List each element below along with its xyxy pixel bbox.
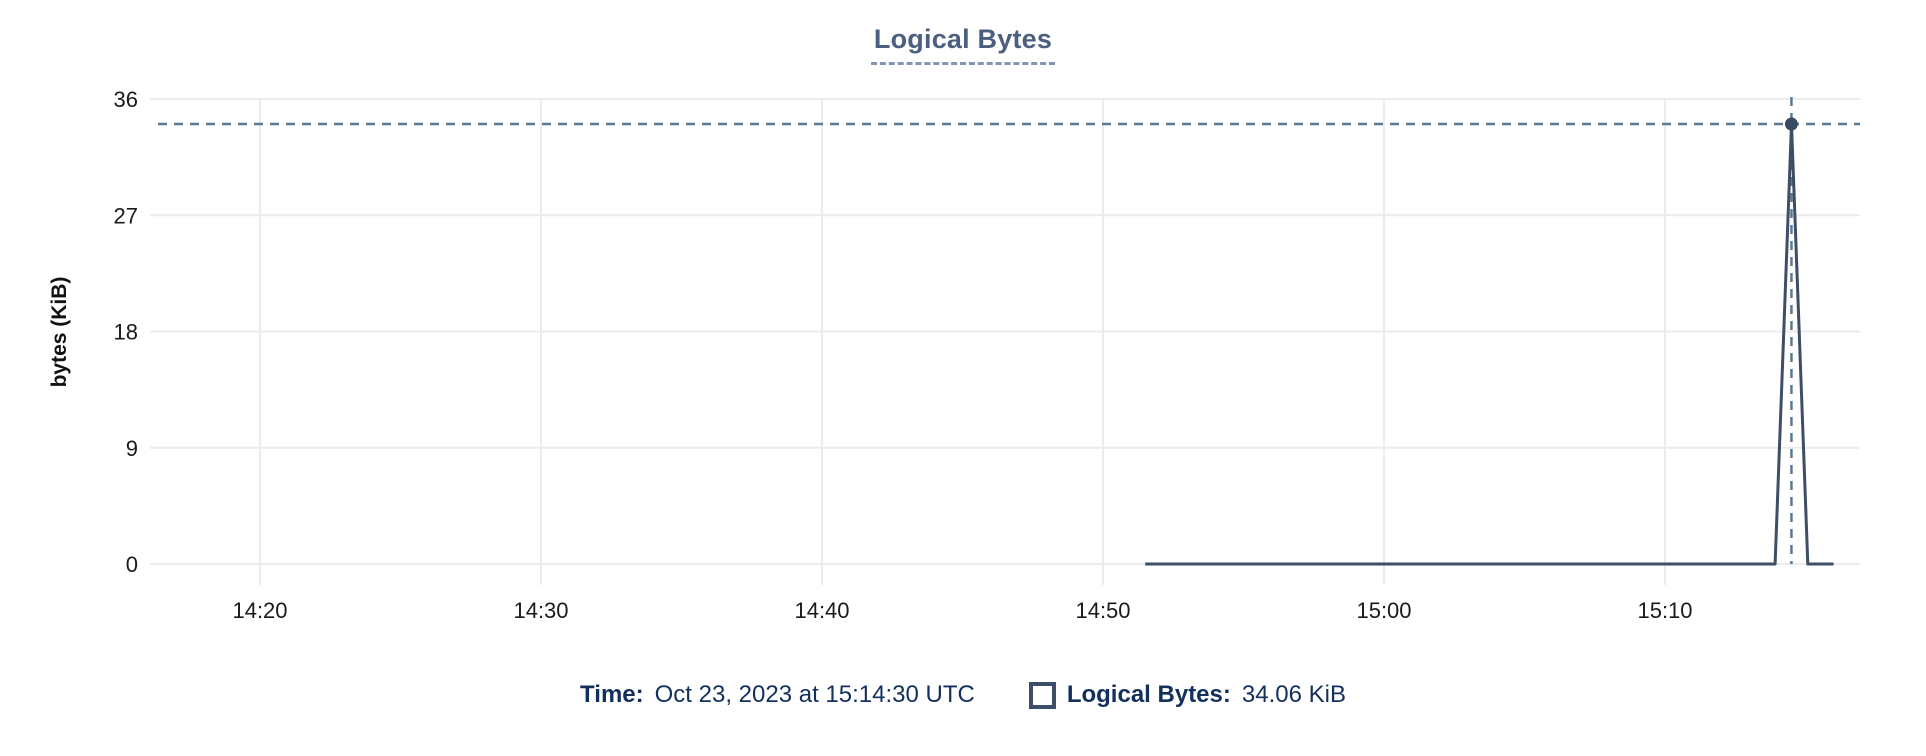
x-tick-label: 14:50	[1075, 598, 1130, 623]
y-tick-label: 9	[126, 436, 138, 461]
series-line-logical-bytes	[1145, 122, 1834, 566]
tooltip-time-item: Time: Oct 23, 2023 at 15:14:30 UTC	[580, 681, 975, 709]
tooltip-time-label: Time:	[580, 681, 644, 708]
tooltip-series-item: Logical Bytes: 34.06 KiB	[1028, 681, 1346, 709]
legend-swatch-logical-bytes[interactable]	[1028, 681, 1056, 709]
x-tick-label: 14:40	[794, 598, 849, 623]
y-tick-label: 27	[114, 203, 138, 228]
y-tick-label: 36	[114, 87, 138, 112]
tooltip-row: Time: Oct 23, 2023 at 15:14:30 UTC Logic…	[0, 681, 1926, 709]
tooltip-series-value: 34.06 KiB	[1241, 681, 1346, 708]
chart-title[interactable]: Logical Bytes	[870, 24, 1056, 65]
x-tick-label: 14:20	[232, 598, 287, 623]
y-tick-labels: 0 9 18 27 36	[114, 87, 138, 577]
tooltip-series-label: Logical Bytes:	[1066, 681, 1231, 708]
x-tick-label: 14:30	[513, 598, 568, 623]
y-tick-label: 0	[126, 552, 138, 577]
tooltip-time-value: Oct 23, 2023 at 15:14:30 UTC	[654, 681, 975, 708]
y-tick-label: 18	[114, 320, 138, 345]
x-tick-label: 15:00	[1356, 598, 1411, 623]
gridlines	[150, 98, 1860, 585]
x-tick-label: 15:10	[1637, 598, 1692, 623]
line-chart-plot-area[interactable]: 0 9 18 27 36 14:20 14:30 14:40 14:50 15:00 15:10	[0, 0, 1926, 660]
crosshair	[158, 97, 1860, 564]
chart-title-wrap: Logical Bytes	[0, 24, 1926, 65]
x-tick-labels: 14:20 14:30 14:40 14:50 15:00 15:10	[232, 598, 1692, 623]
selected-point-marker[interactable]	[1784, 117, 1798, 131]
